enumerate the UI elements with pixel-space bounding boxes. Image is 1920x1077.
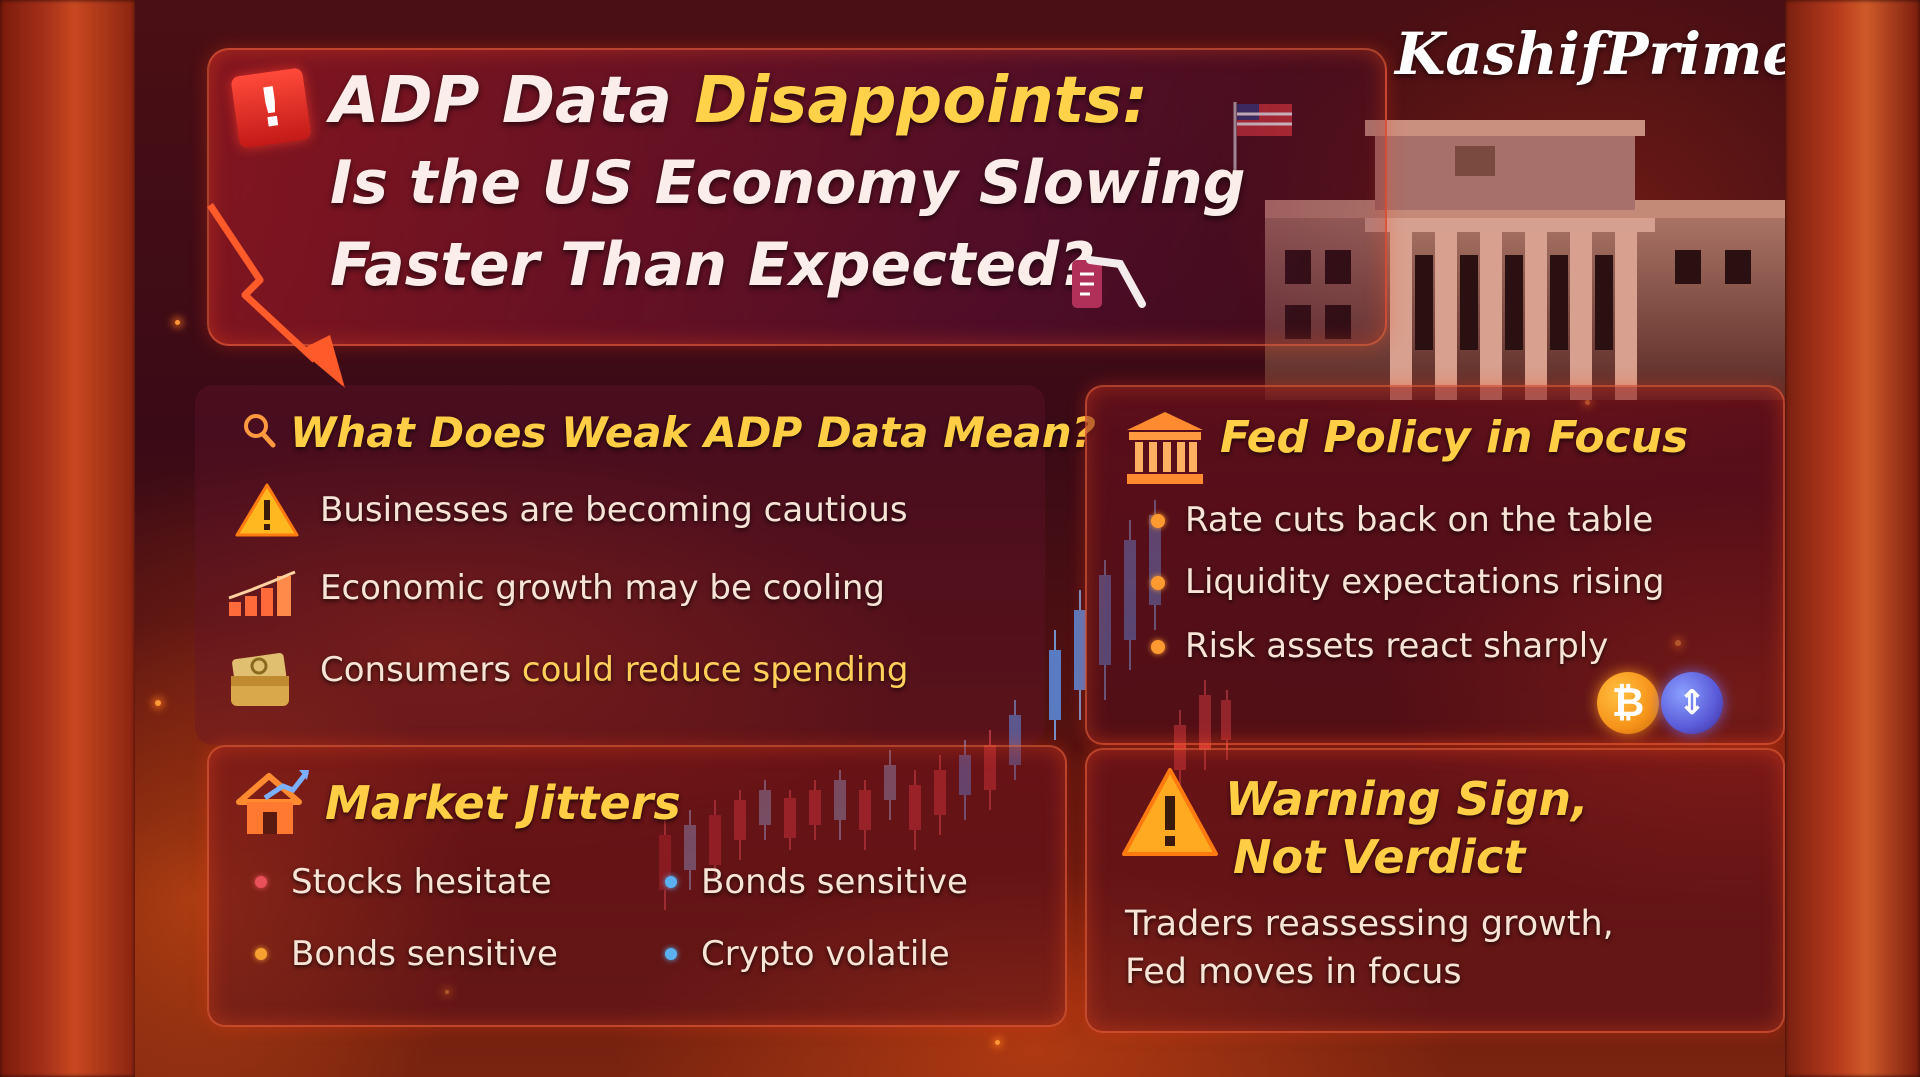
- warning-sign-icon: [1122, 768, 1218, 856]
- declining-chart-icon: [1072, 256, 1146, 308]
- weak-adp-panel: [195, 385, 1045, 745]
- headline-line-2: Is the US Economy Slowing: [330, 148, 1246, 218]
- warning-title-line-2: Not Verdict: [1233, 830, 1526, 884]
- wallet-icon: [231, 653, 289, 706]
- bar-chart-icon: [228, 570, 296, 616]
- infographic-poster: ! ADP Data Disappoints: Is the US Econom…: [135, 0, 1785, 1077]
- weak-adp-item-3-prefix: Consumers: [320, 650, 522, 690]
- ember: [995, 1040, 1000, 1045]
- fed-policy-item-3: Risk assets react sharply: [1185, 626, 1609, 666]
- weak-adp-item-1: Businesses are becoming cautious: [320, 490, 908, 530]
- market-item-crypto: Crypto volatile: [701, 934, 950, 974]
- headline-panel: [207, 48, 1387, 346]
- fed-policy-item-2: Liquidity expectations rising: [1185, 562, 1665, 602]
- headline-prefix: ADP Data: [330, 64, 695, 138]
- bullet-dot: [665, 876, 677, 888]
- bullet-dot: [1151, 576, 1165, 590]
- brand-logo: KashifPrime: [1395, 20, 1785, 88]
- fed-policy-item-1: Rate cuts back on the table: [1185, 500, 1654, 540]
- bullet-dot: [1151, 514, 1165, 528]
- bullet-dot: [1151, 640, 1165, 654]
- alert-icon: !: [230, 67, 312, 149]
- warning-icon: [235, 483, 299, 537]
- federal-reserve-building-illustration: [1233, 102, 1785, 400]
- blurred-right-band: [1785, 0, 1920, 1077]
- bitcoin-icon: ₿: [1597, 672, 1659, 734]
- warning-panel: [1085, 748, 1785, 1033]
- bullet-dot: [255, 876, 267, 888]
- weak-adp-item-2: Economic growth may be cooling: [320, 568, 886, 608]
- weak-adp-title: What Does Weak ADP Data Mean?: [290, 408, 1097, 457]
- headline-highlight: Disappoints:: [694, 64, 1148, 138]
- fed-policy-title: Fed Policy in Focus: [1220, 412, 1689, 463]
- headline-line-1: ADP Data Disappoints:: [330, 64, 1148, 138]
- weak-adp-item-3: Consumers could reduce spending: [320, 650, 908, 690]
- market-jitters-title: Market Jitters: [325, 776, 681, 830]
- bullet-dot: [665, 948, 677, 960]
- house-chart-icon: [236, 770, 309, 834]
- headline-line-3: Faster Than Expected?: [330, 230, 1094, 300]
- market-item-bonds-2: Bonds sensitive: [291, 934, 558, 974]
- market-item-stocks: Stocks hesitate: [291, 862, 552, 902]
- ember: [175, 320, 180, 325]
- warning-body-line-1: Traders reassessing growth,: [1125, 904, 1614, 944]
- market-jitters-panel: [207, 745, 1067, 1027]
- ember: [155, 700, 161, 706]
- bank-icon: [1127, 412, 1203, 484]
- warning-body-line-2: Fed moves in focus: [1125, 952, 1462, 992]
- falling-arrow-icon: [207, 203, 345, 388]
- magnifier-icon: [244, 414, 276, 448]
- ethereum-icon: ⇕: [1661, 672, 1723, 734]
- warning-title-line-1: Warning Sign,: [1225, 772, 1589, 826]
- market-item-bonds: Bonds sensitive: [701, 862, 968, 902]
- blurred-left-band: [0, 0, 135, 1077]
- bullet-dot: [255, 948, 267, 960]
- weak-adp-item-3-highlight: could reduce spending: [521, 650, 909, 690]
